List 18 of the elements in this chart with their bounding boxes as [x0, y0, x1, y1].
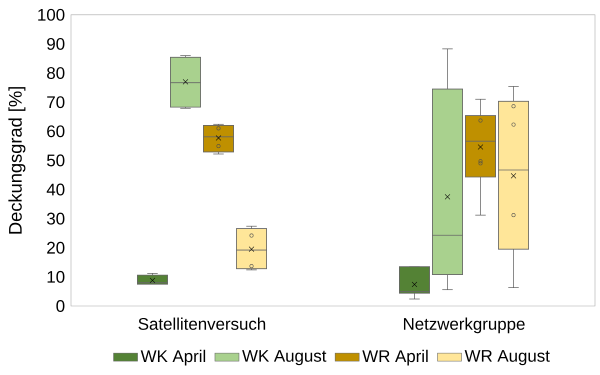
legend-label: WK August — [242, 350, 326, 366]
x-tick-label: Netzwerkgruppe — [404, 318, 525, 334]
y-tick-label: 30 — [46, 212, 64, 225]
y-tick-label: 40 — [46, 184, 64, 196]
legend-label: WR April — [362, 350, 428, 366]
y-tick-label: 70 — [47, 96, 64, 108]
y-tick-label: 100 — [38, 8, 64, 21]
y-tick-label: 80 — [47, 67, 64, 79]
x-tick-label: Satellitenversuch — [138, 318, 266, 330]
legend-label: WR August — [464, 350, 550, 366]
y-tick-label: 90 — [47, 38, 64, 50]
y-tick-label: 60 — [47, 125, 64, 138]
y-tick-label: 20 — [47, 242, 64, 254]
y-axis-title: Deckungsgrad [%] — [8, 87, 26, 234]
legend-label: WK April — [140, 350, 206, 366]
y-tick-label: 0 — [56, 300, 64, 312]
y-tick-label: 10 — [48, 270, 64, 283]
y-tick-label: 50 — [47, 154, 64, 166]
